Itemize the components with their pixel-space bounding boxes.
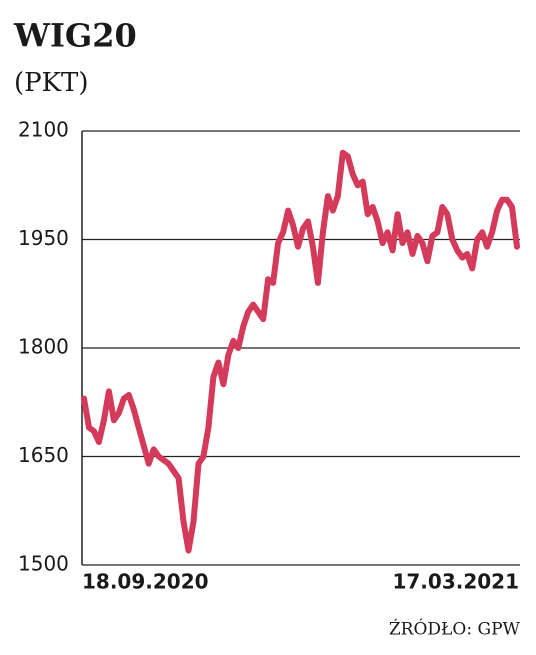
y-tick-label: 1800 <box>18 335 69 359</box>
y-tick-label: 1650 <box>18 443 69 467</box>
chart-subtitle: (PKT) <box>14 68 89 98</box>
y-tick-label: 1500 <box>18 552 69 576</box>
y-tick-label: 1950 <box>18 226 69 250</box>
x-tick-label: 18.09.2020 <box>82 570 209 594</box>
source: ŹRÓDŁO: GPW <box>389 619 521 640</box>
chart-title: WIG20 <box>13 17 137 55</box>
y-tick-label: 2100 <box>18 118 69 142</box>
x-tick-label: 17.03.2021 <box>392 570 519 594</box>
line <box>81 149 520 554</box>
